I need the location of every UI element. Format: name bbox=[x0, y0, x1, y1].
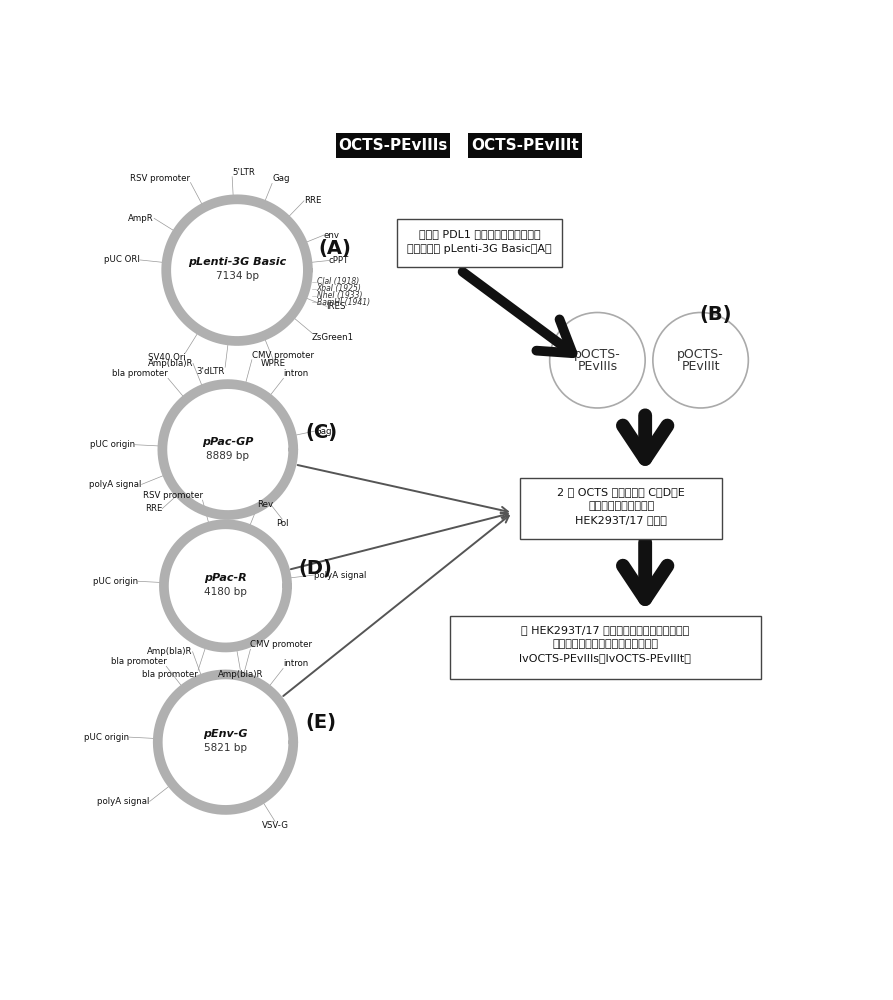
Text: 7134 bp: 7134 bp bbox=[215, 271, 259, 281]
Text: RRE: RRE bbox=[304, 196, 321, 205]
Text: WPRE: WPRE bbox=[261, 359, 286, 368]
Text: RSV promoter: RSV promoter bbox=[143, 491, 203, 500]
FancyBboxPatch shape bbox=[449, 616, 761, 679]
Text: OCTS-PEvIIIt: OCTS-PEvIIIt bbox=[472, 138, 579, 153]
Text: 5'LTR: 5'LTR bbox=[232, 168, 255, 177]
Text: 2 个 OCTS 质粒分别与 C、D、E: 2 个 OCTS 质粒分别与 C、D、E bbox=[557, 487, 685, 497]
Text: pUC ORI: pUC ORI bbox=[104, 255, 140, 264]
Text: Rev: Rev bbox=[256, 500, 272, 509]
Text: BamHI (1941): BamHI (1941) bbox=[317, 298, 370, 307]
Text: RRE: RRE bbox=[145, 504, 163, 513]
FancyArrowPatch shape bbox=[623, 415, 667, 459]
Text: (B): (B) bbox=[699, 305, 731, 324]
Text: env: env bbox=[324, 231, 339, 240]
Text: 4180 bp: 4180 bp bbox=[204, 587, 247, 597]
Text: CMV promoter: CMV promoter bbox=[252, 351, 313, 360]
Text: lvOCTS-PEvIIIs、lvOCTS-PEvIIIt。: lvOCTS-PEvIIIs、lvOCTS-PEvIIIt。 bbox=[519, 653, 691, 663]
Text: 3'dLTR: 3'dLTR bbox=[196, 367, 225, 376]
Text: polyA signal: polyA signal bbox=[89, 480, 142, 489]
Text: Amp(bla)R: Amp(bla)R bbox=[218, 670, 263, 679]
Text: 5821 bp: 5821 bp bbox=[204, 743, 247, 753]
Text: pUC origin: pUC origin bbox=[90, 440, 135, 449]
Text: intron: intron bbox=[283, 659, 308, 668]
Text: pOCTS-: pOCTS- bbox=[677, 348, 724, 361]
FancyArrowPatch shape bbox=[463, 272, 572, 353]
Text: pOCTS-: pOCTS- bbox=[574, 348, 621, 361]
Text: pLenti-3G Basic: pLenti-3G Basic bbox=[188, 257, 286, 267]
Text: intron: intron bbox=[283, 369, 309, 378]
Text: pUC origin: pUC origin bbox=[84, 733, 129, 742]
Text: cPPT: cPPT bbox=[329, 256, 349, 265]
FancyBboxPatch shape bbox=[397, 219, 562, 267]
Text: Amp(bla)R: Amp(bla)R bbox=[147, 359, 193, 368]
Text: 毒骨架质粒 pLenti-3G Basic（A）: 毒骨架质粒 pLenti-3G Basic（A） bbox=[407, 244, 552, 254]
Text: OCTS-PEvIIIs: OCTS-PEvIIIs bbox=[338, 138, 447, 153]
Text: ClaI (1918): ClaI (1918) bbox=[317, 277, 359, 286]
Text: XbaI (1925): XbaI (1925) bbox=[317, 284, 362, 293]
Text: SV40 Ori: SV40 Ori bbox=[147, 353, 185, 362]
FancyBboxPatch shape bbox=[521, 478, 722, 539]
Text: VSV-G: VSV-G bbox=[262, 821, 288, 830]
Text: polyA signal: polyA signal bbox=[313, 571, 366, 580]
Text: polyA signal: polyA signal bbox=[97, 797, 150, 806]
Text: ZsGreen1: ZsGreen1 bbox=[312, 333, 354, 342]
Text: (D): (D) bbox=[298, 559, 332, 578]
Text: Pol: Pol bbox=[276, 519, 288, 528]
Text: 在 HEK293T/17 内慢病毒结构和功能基因的大: 在 HEK293T/17 内慢病毒结构和功能基因的大 bbox=[521, 626, 689, 636]
Text: AmpR: AmpR bbox=[129, 214, 154, 223]
Text: Gag: Gag bbox=[314, 427, 331, 436]
Text: 分别与 PDL1 单链抗体克隆进入慢病: 分别与 PDL1 单链抗体克隆进入慢病 bbox=[419, 229, 540, 239]
FancyBboxPatch shape bbox=[336, 133, 449, 158]
Text: pUC origin: pUC origin bbox=[93, 577, 138, 586]
Text: PEvIIIs: PEvIIIs bbox=[578, 360, 617, 373]
Text: RSV promoter: RSV promoter bbox=[130, 174, 190, 183]
Text: pEnv-G: pEnv-G bbox=[204, 729, 247, 739]
Text: (E): (E) bbox=[305, 713, 337, 732]
FancyArrowPatch shape bbox=[623, 542, 667, 599]
Text: PEvIIIt: PEvIIIt bbox=[681, 360, 720, 373]
Text: bla promoter: bla promoter bbox=[113, 369, 168, 378]
Text: 三种包装质粒共同转染: 三种包装质粒共同转染 bbox=[588, 501, 655, 511]
Text: IRES: IRES bbox=[326, 302, 346, 311]
Text: 量表达，分别组装成重组慢病毒载体: 量表达，分别组装成重组慢病毒载体 bbox=[552, 639, 658, 649]
Text: (A): (A) bbox=[319, 239, 352, 258]
Text: pPac-GP: pPac-GP bbox=[202, 437, 254, 447]
Text: Gag: Gag bbox=[272, 174, 289, 183]
Text: HEK293T/17 细胞。: HEK293T/17 细胞。 bbox=[575, 515, 667, 525]
Text: 8889 bp: 8889 bp bbox=[206, 451, 249, 461]
FancyBboxPatch shape bbox=[468, 133, 582, 158]
Text: bla promoter: bla promoter bbox=[142, 670, 198, 679]
Text: (C): (C) bbox=[305, 423, 338, 442]
Text: NheI (1933): NheI (1933) bbox=[317, 291, 363, 300]
Text: CMV promoter: CMV promoter bbox=[250, 640, 313, 649]
Text: pPac-R: pPac-R bbox=[204, 573, 246, 583]
Text: Amp(bla)R: Amp(bla)R bbox=[147, 647, 193, 656]
Text: bla promoter: bla promoter bbox=[111, 657, 166, 666]
